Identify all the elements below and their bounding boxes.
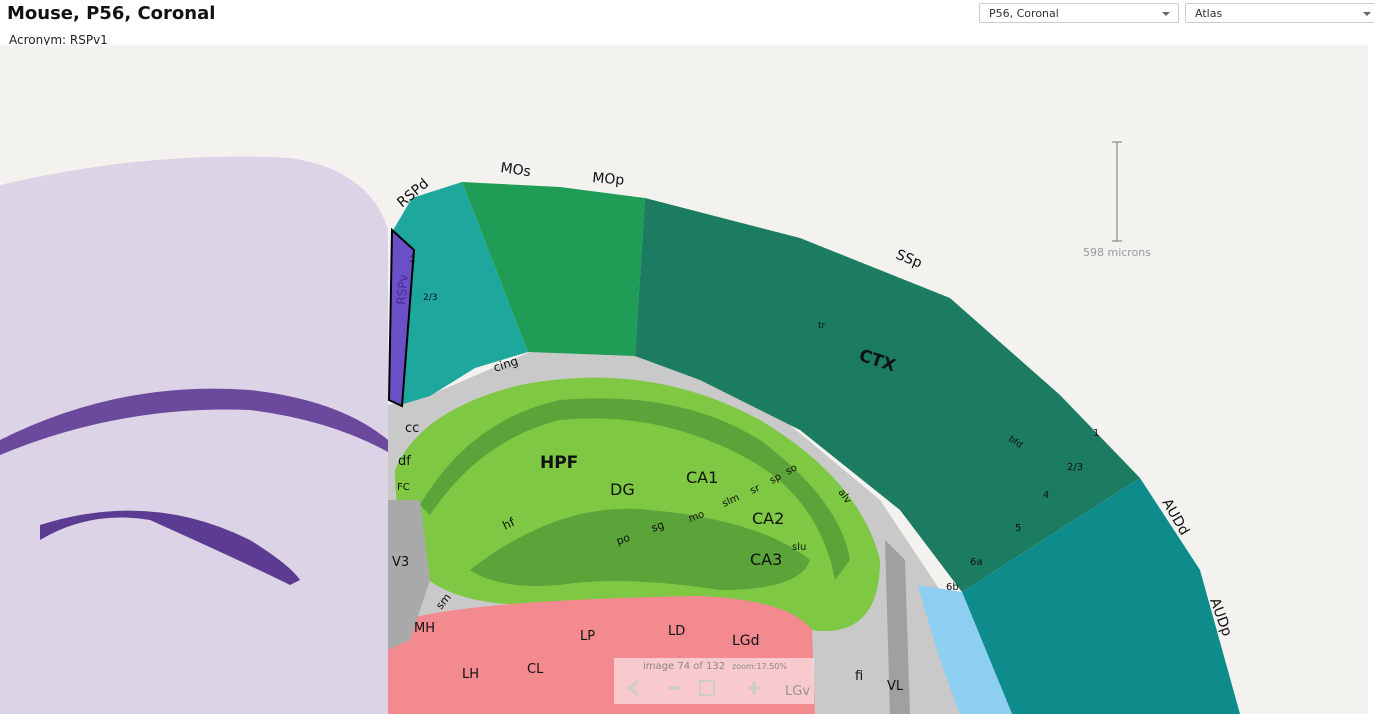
region-rspd [392, 182, 528, 405]
region-label: slu [792, 542, 806, 553]
region-label: 2 [410, 255, 416, 265]
region-rspv [387, 227, 416, 408]
region-label: so [784, 462, 799, 477]
region-label: FC [397, 482, 410, 493]
region-label: 6a [970, 557, 983, 568]
region-label: 1 [1093, 428, 1099, 439]
region-label: CA2 [752, 509, 784, 528]
region-label: HPF [540, 453, 578, 473]
hpf-band [420, 398, 850, 580]
region-label: CA3 [750, 550, 782, 569]
nissl-band [0, 388, 388, 455]
fit-button[interactable] [699, 680, 715, 696]
acronym-row: Acronym: RSPv1 [9, 33, 108, 47]
region-aud [962, 478, 1240, 714]
nissl-section [0, 156, 388, 714]
image-counter: image 74 of 132 [643, 661, 725, 672]
region-label: CL [527, 662, 544, 677]
region-label: tr [818, 321, 826, 331]
zoom-in-button[interactable] [748, 682, 760, 694]
region-label: LP [580, 629, 595, 644]
region-mo [462, 182, 645, 356]
region-label: RSPv [394, 274, 411, 305]
region-label: 2/3 [1067, 462, 1083, 473]
dropdown[interactable]: Atlas [1185, 3, 1374, 23]
nissl-band [40, 510, 300, 585]
region-label: po [615, 531, 633, 548]
region-label: sp [768, 471, 784, 486]
region-ventricle [918, 585, 1012, 714]
region-label: LGd [732, 633, 760, 649]
page-title: Mouse, P56, Coronal [7, 3, 216, 24]
hpf-band [470, 508, 810, 590]
region-ssp [635, 198, 1140, 592]
region-label: CA1 [686, 468, 718, 487]
region-label: sg [650, 518, 666, 535]
region-label: VL [887, 679, 904, 694]
label: Acronym: [9, 33, 67, 47]
region-label: df [398, 454, 411, 469]
region-label: LH [462, 667, 479, 682]
atlas-view: 598 microns RSPd MOs MOp SSp RSPv 2 2/3 … [0, 45, 1368, 714]
region-label: LD [668, 624, 685, 639]
region-label: MH [414, 621, 435, 636]
region-label: MOp [592, 170, 625, 189]
scale-label: 598 microns [1083, 246, 1151, 259]
region-label: 5 [1015, 523, 1021, 534]
region-label: mo [687, 509, 706, 525]
region-v3 [388, 500, 430, 650]
region-label: MOs [499, 160, 531, 180]
region-label: V3 [392, 555, 409, 570]
region-label: 2/3 [423, 293, 437, 303]
region-label: cc [405, 421, 419, 436]
region-vl [885, 540, 910, 714]
zoom-level: zoom:17.50% [732, 662, 787, 671]
value: RSPv1 [69, 33, 108, 47]
region-label: fi [855, 669, 863, 684]
region-label: 6b [946, 582, 959, 593]
region-label: DG [610, 480, 635, 499]
region-label: 4 [1043, 490, 1049, 501]
prev-button[interactable] [627, 679, 639, 697]
dropdown[interactable]: P56, Coronal [979, 3, 1179, 23]
